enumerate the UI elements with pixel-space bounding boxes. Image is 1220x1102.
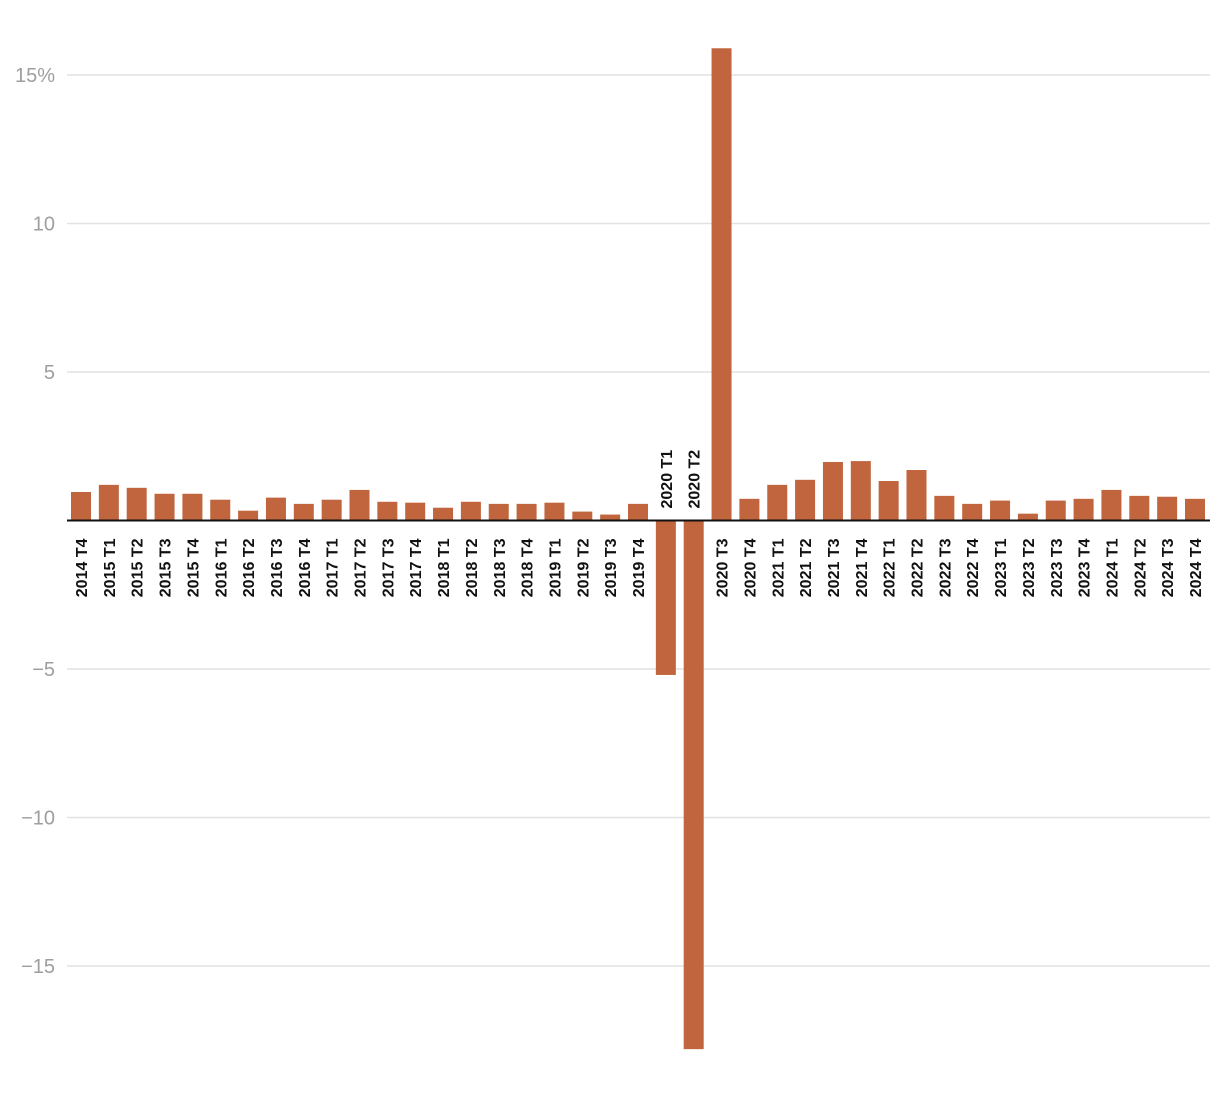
x-tick-label: 2022 T1 — [882, 538, 899, 597]
bar — [572, 511, 593, 521]
bar — [210, 499, 231, 521]
bar — [182, 493, 203, 521]
x-tick-label: 2023 T1 — [993, 538, 1010, 597]
y-tick-label: 5 — [44, 362, 55, 384]
x-tick-label: 2017 T4 — [408, 538, 425, 597]
x-tick-label: 2018 T4 — [520, 538, 537, 597]
x-tick-label: 2019 T4 — [631, 538, 648, 597]
bar — [488, 503, 509, 521]
bar — [405, 502, 426, 521]
bar — [739, 498, 760, 521]
bar — [655, 520, 676, 675]
x-tick-label: 2017 T3 — [380, 538, 397, 597]
bar — [850, 461, 871, 521]
x-tick-label: 2016 T3 — [269, 538, 286, 597]
x-tick-label: 2020 T3 — [715, 538, 732, 597]
x-tick-label: 2020 T2 — [687, 450, 704, 509]
x-tick-label: 2015 T4 — [185, 538, 202, 597]
bar — [767, 484, 788, 521]
bar — [795, 479, 816, 521]
x-tick-label: 2019 T3 — [603, 538, 620, 597]
bars — [71, 48, 1205, 1050]
x-tick-label: 2016 T1 — [213, 538, 230, 597]
x-tick-label: 2021 T1 — [770, 538, 787, 597]
bar — [1073, 498, 1094, 521]
bar — [1185, 498, 1205, 521]
bar — [293, 503, 314, 521]
bar — [878, 480, 899, 521]
bar — [906, 470, 927, 521]
bar — [600, 514, 621, 521]
x-tick-label: 2016 T2 — [241, 538, 258, 597]
x-tick-label: 2021 T2 — [798, 538, 815, 597]
x-tick-label: 2024 T1 — [1104, 538, 1121, 597]
x-tick-label: 2024 T2 — [1132, 538, 1149, 597]
x-tick-label: 2020 T1 — [659, 450, 676, 509]
y-tick-label: −15 — [21, 956, 55, 978]
y-tick-label: 10 — [33, 214, 55, 236]
bar — [265, 497, 286, 521]
x-tick-label: 2015 T3 — [158, 538, 175, 597]
bar — [711, 48, 732, 521]
bar — [628, 503, 648, 521]
x-tick-label: 2015 T2 — [130, 538, 147, 597]
bar — [460, 501, 481, 521]
bar — [1157, 496, 1178, 521]
bar — [433, 507, 454, 521]
x-tick-label: 2018 T3 — [492, 538, 509, 597]
bar — [238, 510, 259, 521]
bar — [154, 493, 175, 521]
x-tick-label: 2023 T4 — [1077, 538, 1094, 597]
x-tick-label: 2023 T3 — [1049, 538, 1066, 597]
bar — [683, 520, 704, 1050]
x-tick-label: 2021 T3 — [826, 538, 843, 597]
bar — [71, 491, 91, 521]
x-tick-label: 2022 T4 — [965, 538, 982, 597]
x-tick-label: 2018 T2 — [464, 538, 481, 597]
bar — [349, 489, 370, 521]
bar — [126, 487, 147, 521]
x-tick-label: 2022 T3 — [937, 538, 954, 597]
x-tick-label: 2015 T1 — [102, 538, 119, 597]
x-tick-label: 2024 T4 — [1188, 538, 1205, 597]
x-tick-label: 2017 T1 — [325, 538, 342, 597]
bar — [1017, 513, 1038, 521]
x-tick-label: 2023 T2 — [1021, 538, 1038, 597]
y-tick-label: 15% — [15, 65, 55, 87]
bar — [1101, 489, 1122, 521]
bar — [516, 503, 537, 521]
x-tick-label: 2016 T4 — [297, 538, 314, 597]
x-tick-label: 2018 T1 — [436, 538, 453, 597]
bar — [377, 501, 398, 521]
bar — [962, 503, 983, 521]
bar — [1129, 495, 1150, 521]
x-tick-label: 2022 T2 — [910, 538, 927, 597]
y-tick-label: −10 — [21, 808, 55, 830]
bar — [98, 484, 119, 521]
bar — [934, 495, 955, 521]
bar — [321, 499, 342, 521]
x-tick-label: 2014 T4 — [74, 538, 91, 597]
x-tick-label: 2019 T2 — [575, 538, 592, 597]
gridlines — [67, 74, 1210, 967]
bar — [822, 461, 843, 521]
y-tick-label: −5 — [32, 659, 55, 681]
x-tick-label: 2017 T2 — [353, 538, 370, 597]
x-tick-label: 2019 T1 — [547, 538, 564, 597]
x-tick-label: 2020 T4 — [742, 538, 759, 597]
bar — [544, 502, 565, 521]
x-tick-label: 2024 T3 — [1160, 538, 1177, 597]
x-axis-tick-labels: 2014 T4 2015 T1 2015 T2 2015 T3 2015 T4 2016 … — [74, 450, 1205, 598]
bar — [990, 500, 1011, 521]
bar — [1045, 500, 1066, 521]
y-axis-tick-labels: 15% 10 5 −5 −10 −15 — [15, 65, 55, 978]
x-tick-label: 2021 T4 — [854, 538, 871, 597]
